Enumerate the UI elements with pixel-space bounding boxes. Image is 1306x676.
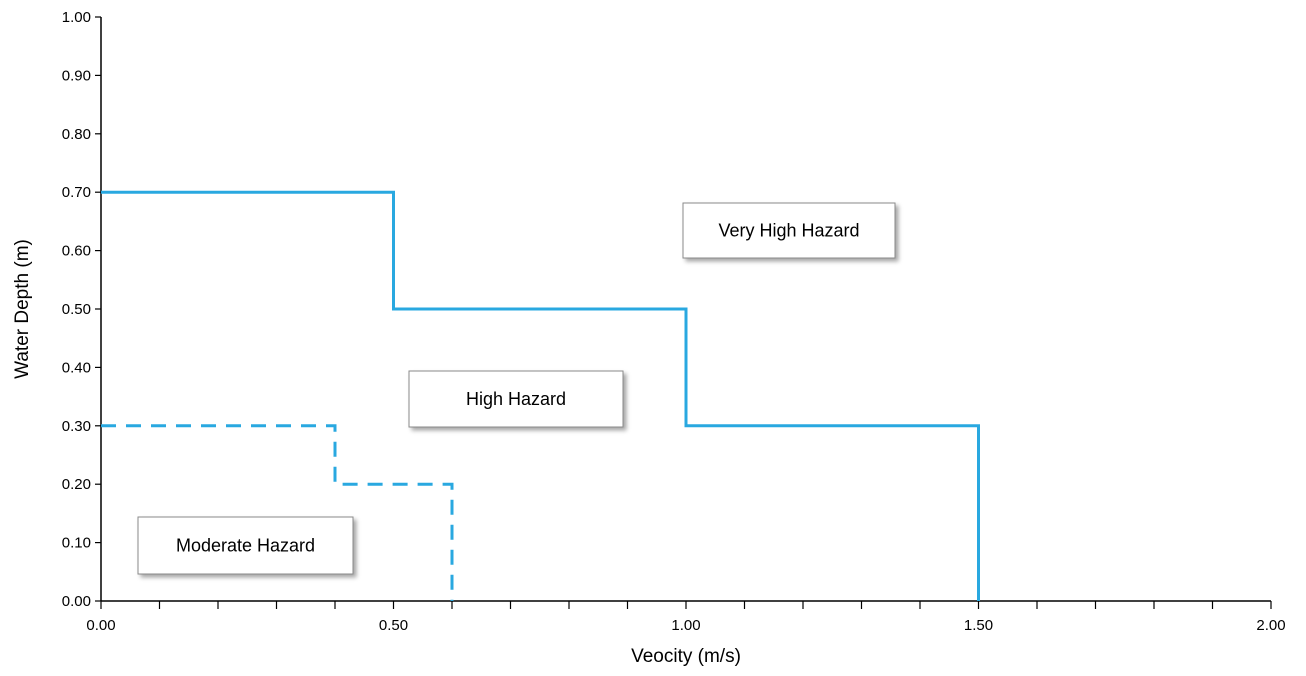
annotation-box	[408, 370, 624, 428]
solid-threshold-line	[101, 190, 980, 601]
annotation-label: Very High Hazard	[718, 221, 859, 241]
annotations: Very High Hazard High Hazard Moderate Haza…	[137, 202, 896, 575]
x-tick-label: 1.50	[964, 617, 993, 634]
x-axis-title: Veocity (m/s)	[631, 646, 741, 667]
y-tick-label: 1.00	[62, 9, 91, 26]
annotation-high-hazard: High Hazard	[408, 370, 624, 428]
x-tick-label: 2.00	[1256, 617, 1285, 634]
y-tick-label: 0.80	[62, 126, 91, 143]
ticks: 0.00 0.10 0.20 0.30 0.40 0.50 0.60 0.70 0.80 0.90…	[62, 9, 1286, 634]
annotation-box	[682, 202, 896, 259]
annotation-moderate-hazard: Moderate Hazard	[137, 516, 354, 575]
annotation-box	[137, 516, 354, 575]
annotation-label: High Hazard	[466, 389, 566, 409]
annotation-label: Moderate Hazard	[176, 536, 315, 556]
y-tick-label: 0.00	[62, 593, 91, 610]
y-tick-label: 0.50	[62, 301, 91, 318]
y-tick-label: 0.90	[62, 67, 91, 84]
y-tick-label: 0.60	[62, 243, 91, 260]
x-tick-label: 0.50	[379, 617, 408, 634]
y-tick-label: 0.20	[62, 476, 91, 493]
x-tick-label: 0.00	[86, 617, 115, 634]
dashed-threshold-line	[101, 424, 454, 601]
y-tick-label: 0.30	[62, 418, 91, 435]
x-tick-label: 1.00	[671, 617, 700, 634]
y-tick-label: 0.40	[62, 359, 91, 376]
y-axis-title: Water Depth (m)	[12, 239, 33, 379]
y-tick-label: 0.10	[62, 535, 91, 552]
y-tick-label: 0.70	[62, 184, 91, 201]
annotation-very-high-hazard: Very High Hazard	[682, 202, 896, 259]
series	[101, 190, 980, 601]
